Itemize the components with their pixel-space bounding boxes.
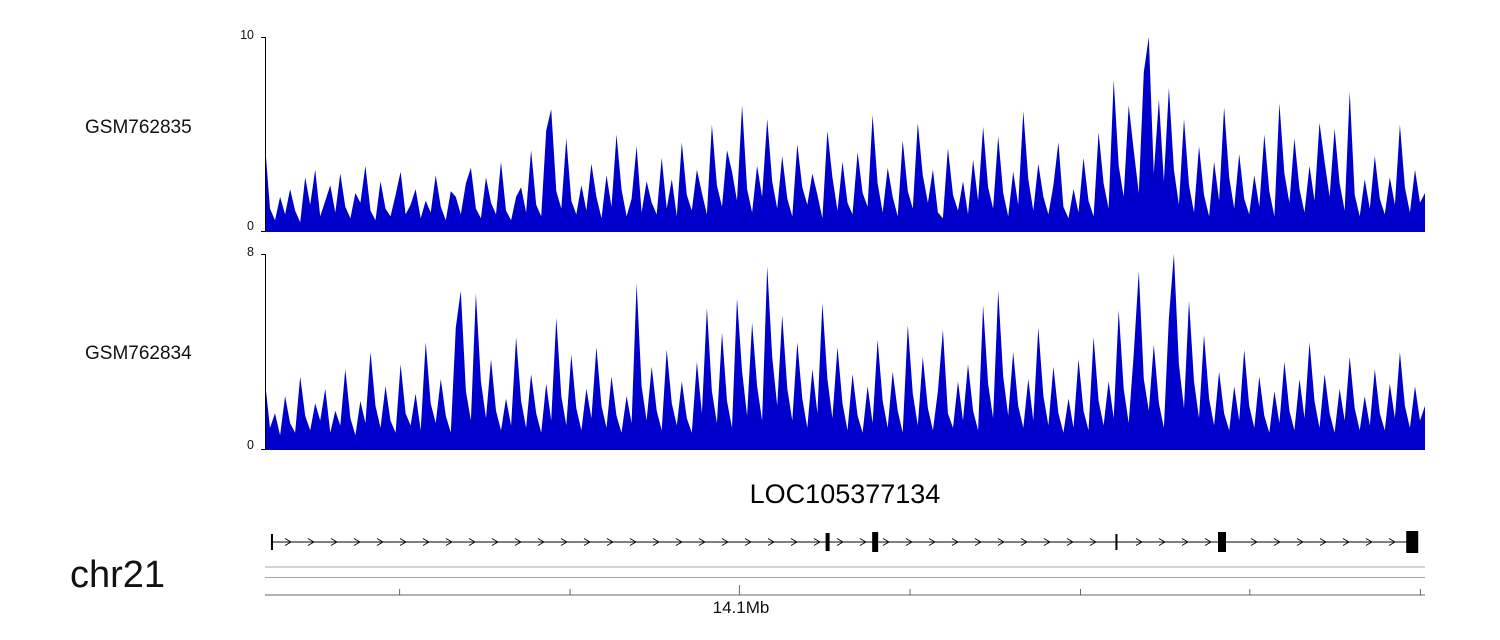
- genome-axis-track: [265, 560, 1425, 620]
- axis-position-label: 14.1Mb: [712, 598, 770, 617]
- gene-name-label: LOC105377134: [749, 479, 941, 509]
- gene-model-track: [265, 526, 1425, 558]
- track2-ymin-tick-label: 0: [247, 438, 254, 452]
- track1-ymax-tick-label: 10: [240, 28, 254, 42]
- track-label-gsm762835: GSM762835: [85, 117, 192, 138]
- track2-ymax-tick-label: 8: [247, 245, 254, 259]
- coverage-track-gsm762834: [261, 254, 1425, 450]
- chromosome-label: chr21: [70, 554, 166, 596]
- coverage-track-gsm762835: [261, 37, 1425, 232]
- track1-ymin-tick-label: 0: [247, 219, 254, 233]
- track-label-gsm762834: GSM762834: [85, 343, 192, 364]
